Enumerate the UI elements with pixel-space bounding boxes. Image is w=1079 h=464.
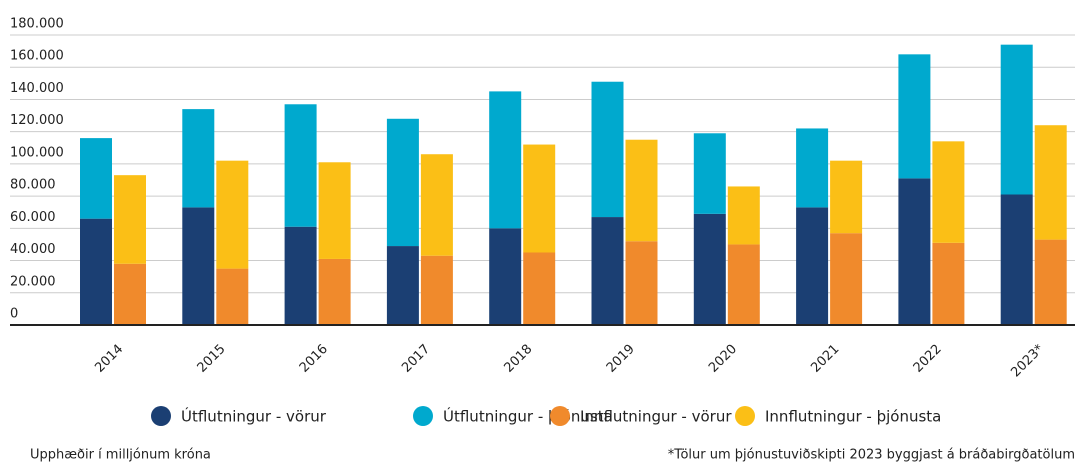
bar-segment <box>386 118 419 247</box>
bar-segment <box>591 217 624 325</box>
x-tick-label: 2020 <box>706 342 740 376</box>
x-tick-label: 2018 <box>501 342 535 376</box>
legend-label: Útflutningur - þjónusta <box>443 407 613 426</box>
bar-segment <box>727 186 760 245</box>
y-tick-label: 160.000 <box>10 49 64 64</box>
bar-segment <box>284 104 317 227</box>
bar-segment <box>1034 125 1067 240</box>
note-right: *Tölur um þjónustuviðskipti 2023 byggjas… <box>668 448 1075 463</box>
bar-segment <box>489 228 522 325</box>
bar-segment <box>625 139 658 242</box>
y-tick-label: 80.000 <box>10 178 56 193</box>
x-tick-label: 2016 <box>297 342 331 376</box>
legend-label: Innflutningur - þjónusta <box>765 408 941 426</box>
legend-marker <box>735 406 755 426</box>
bar-segment <box>420 154 453 256</box>
bar-segment <box>830 160 863 234</box>
y-tick-label: 140.000 <box>10 81 64 96</box>
bar-segment <box>114 175 146 264</box>
bar-segment <box>80 138 112 219</box>
bar-segment <box>932 242 965 325</box>
bar-segment <box>216 268 249 325</box>
bar-segment <box>489 91 522 229</box>
bar-segment <box>182 109 215 208</box>
x-tick-label: 2019 <box>604 342 638 376</box>
bar-segment <box>1000 194 1033 325</box>
legend-marker <box>550 406 570 426</box>
bar-segment <box>523 252 556 325</box>
bar-segment <box>1034 239 1067 325</box>
bar-segment <box>625 241 658 325</box>
bar-segment <box>386 246 419 325</box>
note-left: Upphæðir í milljónum króna <box>30 448 211 463</box>
legend-marker <box>151 406 171 426</box>
x-tick-label: 2022 <box>911 342 945 376</box>
x-tick-label: 2017 <box>399 342 433 376</box>
legend-marker <box>413 406 433 426</box>
bar-segment <box>80 218 112 325</box>
bar-segment <box>932 141 965 243</box>
bar-segment <box>318 258 351 325</box>
x-tick-label: 2015 <box>195 342 229 376</box>
y-tick-label: 0 <box>10 307 18 322</box>
y-tick-label: 20.000 <box>10 274 56 289</box>
x-tick-label: 2014 <box>92 342 126 376</box>
bar-segment <box>318 162 351 259</box>
bar-segment <box>523 144 556 253</box>
bar-segment <box>420 255 453 325</box>
y-tick-label: 180.000 <box>10 17 64 32</box>
bar-segment <box>796 128 829 208</box>
bar-segment <box>796 207 829 325</box>
y-tick-label: 40.000 <box>10 242 56 257</box>
bar-segment <box>693 213 726 325</box>
bar-segment <box>898 54 931 179</box>
y-tick-label: 120.000 <box>10 113 64 128</box>
x-tick-label: 2021 <box>808 342 842 376</box>
y-tick-label: 100.000 <box>10 145 64 160</box>
x-tick-label: 2023* <box>1008 341 1047 380</box>
legend-label: Innflutningur - vörur <box>580 408 732 426</box>
bar-segment <box>284 226 317 325</box>
legend-label: Útflutningur - vörur <box>181 407 327 426</box>
bar-segment <box>114 263 146 325</box>
bar-segment <box>830 233 863 325</box>
bar-segment <box>216 160 249 269</box>
y-tick-label: 60.000 <box>10 210 56 225</box>
bar-segment <box>591 81 624 218</box>
bar-segment <box>727 244 760 325</box>
bar-segment <box>898 178 931 325</box>
bar-segment <box>182 207 215 325</box>
bar-segment <box>1000 44 1033 195</box>
bar-segment <box>693 133 726 214</box>
